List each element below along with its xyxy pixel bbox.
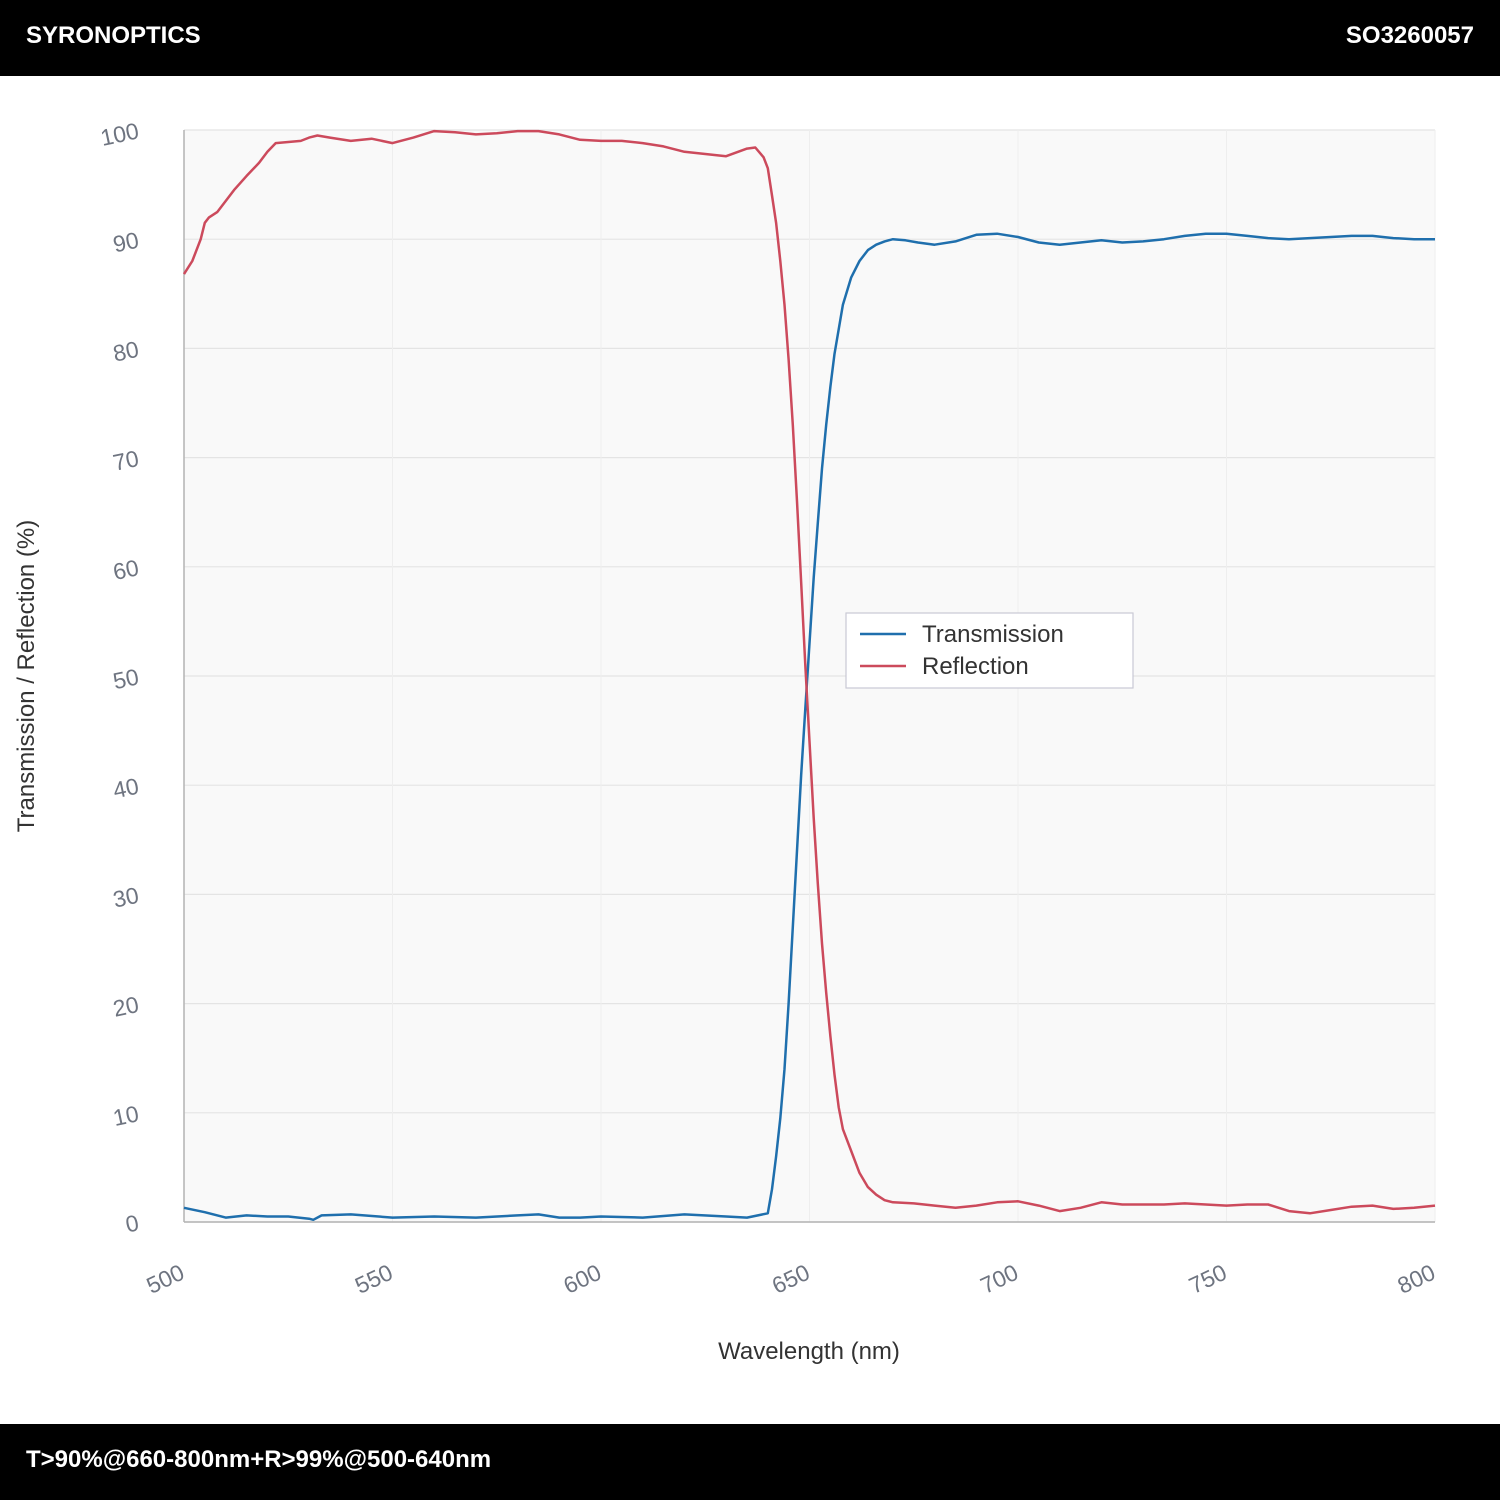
footer-bar: T>90%@660-800nm+R>99%@500-640nm (0, 1424, 1500, 1500)
y-tick-label: 60 (111, 554, 141, 585)
y-tick-label: 90 (111, 227, 141, 258)
grid-lines (183, 129, 1436, 1223)
y-tick-label: 100 (98, 117, 141, 150)
y-tick-label: 50 (111, 663, 141, 694)
spec-text: T>90%@660-800nm+R>99%@500-640nm (26, 1446, 492, 1473)
x-tick-label: 700 (976, 1259, 1022, 1299)
x-tick-label: 750 (1185, 1259, 1231, 1299)
y-tick-label: 0 (123, 1209, 141, 1237)
x-tick-label: 500 (142, 1259, 188, 1299)
y-tick-label: 30 (111, 882, 141, 913)
y-tick-label: 20 (111, 991, 141, 1022)
x-tick-label: 650 (768, 1259, 814, 1299)
legend-label-reflection: Reflection (922, 653, 1029, 680)
y-tick-label: 70 (111, 445, 141, 476)
legend: Transmission Reflection (845, 612, 1134, 689)
y-tick-labels: 0 10 20 30 40 50 60 70 80 90 100 (98, 117, 141, 1237)
y-tick-label: 40 (111, 773, 141, 804)
x-tick-label: 600 (559, 1259, 605, 1299)
series-line-transmission (183, 232, 1435, 1222)
y-tick-label: 10 (111, 1100, 141, 1131)
header-bar: SYRONOPTICS SO3260057 (0, 0, 1500, 76)
part-number: SO3260057 (1345, 22, 1474, 49)
x-tick-label: 800 (1393, 1259, 1439, 1299)
brand-name: SYRONOPTICS (26, 22, 201, 49)
x-axis-label: Wavelength (nm) (718, 1338, 900, 1365)
x-tick-label: 550 (351, 1259, 397, 1299)
x-tick-labels: 500 550 600 650 700 750 800 (142, 1259, 1439, 1299)
series-lines (182, 129, 1436, 1222)
series-line-reflection (182, 129, 1436, 1215)
y-tick-label: 80 (111, 336, 141, 367)
legend-label-transmission: Transmission (922, 621, 1064, 648)
axes (183, 130, 1435, 1223)
legend-box (845, 612, 1134, 689)
spectrum-chart: 0 10 20 30 40 50 60 70 80 90 100 500 550 600 650 700 75… (13, 117, 1439, 1365)
y-axis-label: Transmission / Reflection (%) (13, 520, 40, 833)
